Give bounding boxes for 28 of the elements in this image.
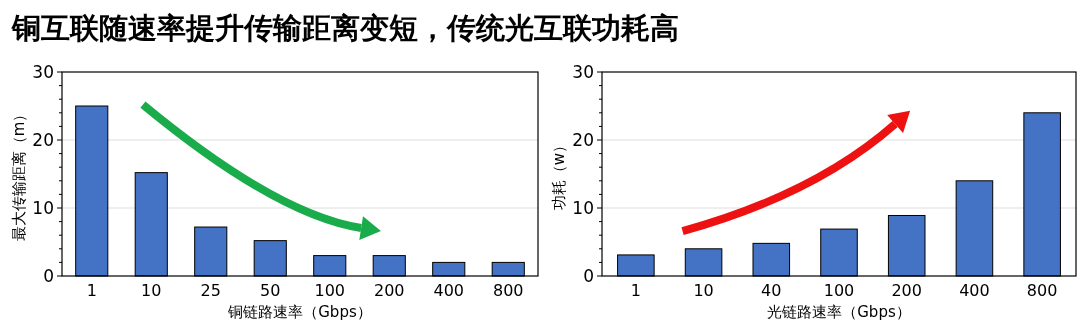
y-tick-label: 10 (572, 198, 594, 218)
y-tick-label: 20 (572, 130, 594, 150)
x-tick-label: 10 (141, 281, 162, 300)
x-tick-label: 200 (891, 281, 922, 300)
x-tick-label: 25 (200, 281, 221, 300)
y-tick-label: 30 (572, 62, 594, 82)
y-tick-label: 0 (583, 266, 594, 286)
x-axis-title: 铜链路速率（Gbps） (227, 303, 372, 321)
x-tick-label: 1 (86, 281, 97, 300)
y-tick-label: 30 (32, 62, 54, 82)
x-tick-label: 400 (959, 281, 990, 300)
y-tick-label: 10 (32, 198, 54, 218)
y-axis-title: 功耗（w） (550, 137, 568, 211)
x-axis-title: 光链路速率（Gbps） (767, 303, 911, 321)
x-tick-label: 400 (433, 281, 465, 300)
chart-title: 铜互联随速率提升传输距离变短，传统光互联功耗高 (11, 11, 679, 45)
x-tick-label: 800 (492, 281, 524, 300)
x-tick-label: 100 (823, 281, 855, 300)
x-tick-label: 1 (630, 281, 641, 300)
x-tick-label: 50 (260, 281, 281, 300)
x-tick-label: 40 (761, 281, 782, 300)
x-tick-label: 200 (373, 281, 405, 300)
y-axis-title: 最大传输距离（m） (10, 106, 28, 242)
x-tick-label: 10 (693, 281, 714, 300)
x-tick-label: 800 (1026, 281, 1058, 300)
y-tick-label: 0 (43, 266, 54, 286)
x-tick-label: 100 (314, 281, 346, 300)
y-tick-label: 20 (32, 130, 54, 150)
